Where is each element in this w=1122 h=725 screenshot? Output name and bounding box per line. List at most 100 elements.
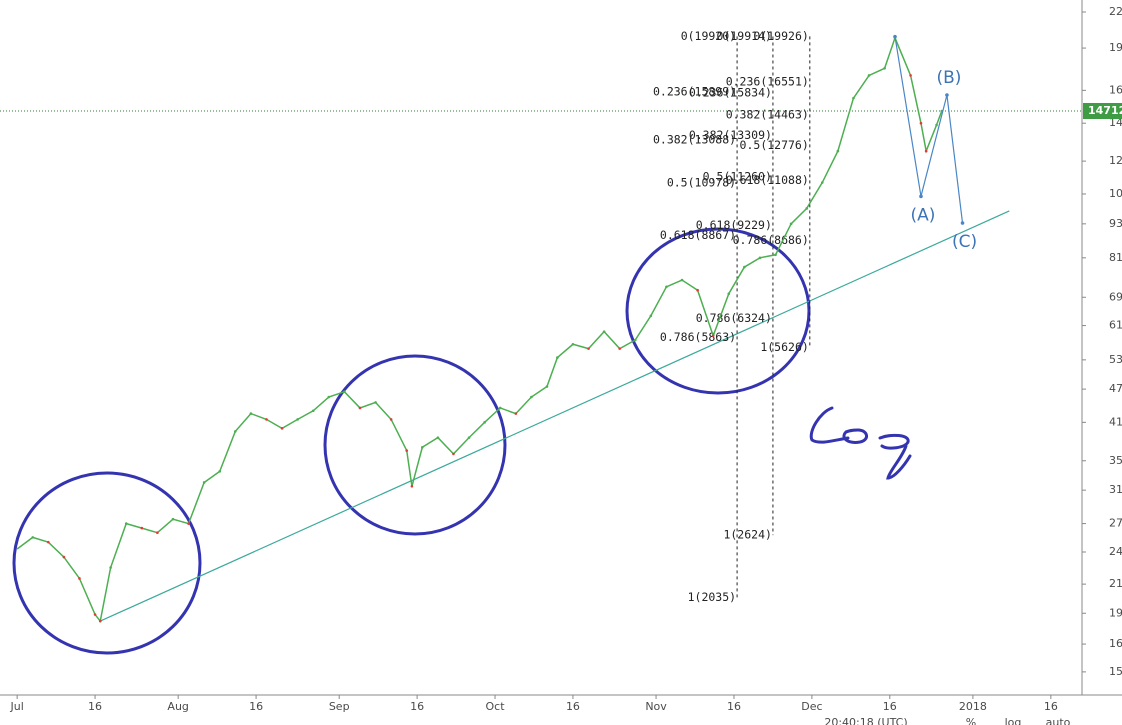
x-tick-label: 16 — [249, 700, 263, 713]
fib-label: 0.382(13088) — [653, 132, 736, 146]
price-point — [867, 74, 871, 77]
y-tick-label: 19000 — [1109, 41, 1122, 54]
price-point — [265, 418, 268, 421]
fib-label: 0.5(11260) — [703, 169, 772, 183]
price-point — [93, 613, 97, 616]
elliott-label: (C) — [952, 232, 977, 252]
price-point — [587, 347, 590, 350]
y-tick-label: 1505 — [1109, 665, 1122, 678]
y-tick-label: 2150 — [1109, 577, 1122, 590]
y-tick-label: 2450 — [1109, 545, 1122, 558]
x-tick-label: 16 — [410, 700, 424, 713]
fib-label: 0.382(13309) — [689, 128, 772, 142]
price-point — [602, 330, 606, 333]
toolbar-item[interactable]: auto — [1046, 716, 1071, 725]
price-point — [327, 395, 331, 399]
price-point — [711, 334, 715, 338]
scribble-o — [842, 428, 868, 444]
price-point — [680, 278, 684, 282]
scribble-l — [809, 406, 850, 444]
price-point — [374, 401, 377, 404]
fib-label: 0.786(6324) — [696, 311, 772, 325]
x-tick-label: Oct — [486, 700, 506, 713]
price-point — [743, 265, 746, 269]
last-price-label: 14712 — [1088, 104, 1122, 117]
price-point — [98, 619, 102, 623]
price-point — [343, 390, 346, 394]
y-tick-label: 8100 — [1109, 251, 1122, 264]
price-point — [31, 536, 35, 539]
price-point — [47, 540, 50, 544]
price-point — [820, 181, 824, 184]
circle — [323, 354, 507, 536]
price-point — [633, 338, 637, 342]
y-tick-label: 5350 — [1109, 353, 1122, 366]
price-point — [436, 436, 440, 439]
circle — [625, 227, 811, 395]
x-tick-label: 16 — [566, 700, 580, 713]
x-tick-label: Sep — [329, 700, 350, 713]
y-tick-label: 22000 — [1109, 5, 1122, 18]
price-point — [405, 449, 409, 452]
x-tick-label: 16 — [883, 700, 897, 713]
scribble-g — [878, 433, 912, 480]
y-tick-label: 12000 — [1109, 154, 1122, 167]
toolbar-item[interactable]: log — [1005, 716, 1022, 725]
price-point — [483, 421, 486, 424]
elliott-point — [893, 34, 897, 39]
fib-label: 0.5(12776) — [740, 138, 809, 152]
price-point — [545, 385, 549, 388]
price-point — [924, 149, 928, 153]
toolbar-item[interactable]: 20:40:18 (UTC) — [824, 716, 907, 725]
price-point — [124, 522, 128, 525]
price-point — [109, 566, 112, 569]
price-point — [280, 427, 284, 430]
fib-label: 1(2035) — [688, 590, 736, 604]
circle — [12, 471, 202, 655]
price-point — [234, 430, 237, 433]
fib-label: 0.618(11088) — [726, 173, 809, 187]
elliott-path — [894, 36, 964, 224]
price-point — [171, 517, 175, 521]
x-tick-label: 16 — [727, 700, 741, 713]
price-point — [665, 285, 668, 289]
y-tick-label: 16000 — [1109, 83, 1122, 96]
price-point — [909, 74, 912, 77]
price-point — [571, 342, 575, 346]
price-point — [421, 445, 424, 449]
price-point — [649, 314, 653, 318]
fib-label: 0(19920) — [681, 29, 736, 43]
price-point — [556, 356, 559, 359]
fib-label: 0.618(8867) — [660, 228, 736, 242]
price-point — [514, 412, 518, 415]
price-point — [805, 207, 808, 210]
price-point — [389, 418, 393, 421]
price-point — [187, 522, 190, 525]
y-tick-label: 4750 — [1109, 382, 1122, 395]
price-point — [249, 412, 253, 415]
price-point — [774, 253, 777, 257]
price-point — [296, 418, 299, 421]
y-tick-label: 6150 — [1109, 319, 1122, 332]
toolbar-item[interactable]: % — [966, 716, 976, 725]
fib-label: 1(5626) — [760, 340, 808, 354]
fib-label: 0(19914) — [717, 29, 772, 43]
price-point — [202, 481, 206, 484]
price-point — [727, 292, 731, 296]
x-tick-label: Aug — [167, 700, 188, 713]
elliott-label: (B) — [936, 68, 961, 88]
x-tick-label: 16 — [88, 700, 102, 713]
plot: 1505 1685 1910 2150 2450 2750 3150 3550 4150 4750… — [0, 5, 1122, 725]
y-tick-label: 10500 — [1109, 187, 1122, 200]
y-tick-label: 1685 — [1109, 637, 1122, 650]
price-point — [358, 406, 362, 410]
price-point — [789, 222, 793, 226]
price-point — [758, 256, 762, 260]
price-point — [852, 96, 855, 100]
fib-label: 0.382(14463) — [726, 108, 809, 122]
x-tick-label: 2018 — [959, 700, 987, 713]
elliott-label: (A) — [911, 205, 936, 225]
fib-label: 0(19926) — [753, 29, 808, 43]
price-point — [311, 409, 315, 413]
